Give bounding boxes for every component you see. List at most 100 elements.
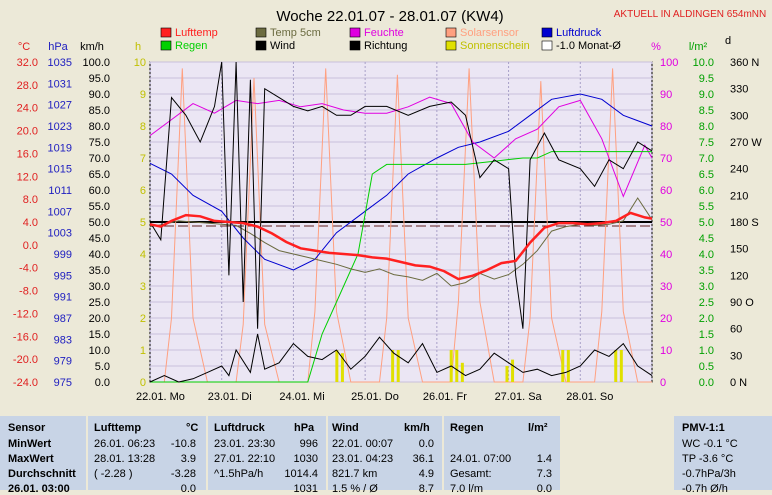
axis-tick-label-direction: 90 O (730, 297, 754, 309)
direction-axis-unit: d (725, 35, 731, 47)
divider (672, 416, 674, 490)
cell-value: 0.0 (180, 483, 196, 495)
axis-tick-label-rain: 5.5 (699, 201, 714, 213)
axis-tick-label-sun: 8 (140, 121, 146, 133)
legend-label: Luftdruck (556, 27, 602, 39)
cell-value: 3.9 (180, 453, 196, 465)
axis-tick-label-temp: 16.0 (17, 148, 38, 160)
series-line-wind (149, 333, 653, 383)
chart-title: Woche 22.01.07 - 28.01.07 (KW4) (276, 8, 503, 25)
axis-tick-label-temp: 8.0 (23, 194, 38, 206)
x-tick-label: 25.01. Do (351, 391, 399, 403)
axis-tick-label-temp: 24.0 (17, 103, 38, 115)
axis-tick-label-humidity: 100 (660, 57, 678, 69)
series-line-temp-5cm (149, 197, 653, 287)
cell-value: 36.1 (412, 453, 434, 465)
axis-tick-label-pressure: 1011 (48, 185, 72, 197)
axis-tick-label-rain: 2.0 (699, 313, 714, 325)
series-line-regen (150, 151, 652, 383)
status-label: AKTUELL IN ALDINGEN 654mNN (614, 9, 766, 20)
axis-tick-label-direction: 30 (730, 350, 742, 362)
axis-tick-label-humidity: 90 (660, 89, 672, 101)
col-header: PMV-1:1 (682, 422, 725, 434)
axis-tick-label-sun: 5 (140, 217, 146, 229)
axis-tick-label-temp: 12.0 (17, 171, 38, 183)
col-luftdruck: Luftdruck hPa 23.01. 23:30 996 27.01. 22… (208, 416, 324, 495)
axis-tick-label-sun: 0 (140, 377, 146, 389)
series-line-richtung (149, 61, 653, 329)
col-unit: °C (186, 422, 199, 434)
axis-tick-label-pressure: 999 (54, 249, 72, 261)
cell-time: 28.01. 13:28 (94, 453, 156, 465)
row-label: Durchschnitt (8, 468, 76, 480)
sun-bar (614, 350, 618, 382)
x-tick-label: 23.01. Di (208, 391, 252, 403)
legend-label: Temp 5cm (270, 27, 321, 39)
cell-value: -3.28 (170, 468, 196, 480)
axis-tick-label-temp: -12.0 (13, 308, 38, 320)
legend-label: Sonnenschein (460, 40, 530, 52)
cell-time: 1.5 % / Ø (332, 483, 378, 495)
axis-tick-label-sun: 7 (140, 153, 146, 165)
axis-tick-label-rain: 8.5 (699, 105, 714, 117)
axis-tick-label-pressure: 1007 (48, 206, 72, 218)
legend-swatch (541, 27, 553, 38)
axis-tick-label-sun: 10 (134, 57, 146, 69)
axis-tick-label-temp: 28.0 (17, 80, 38, 92)
axis-tick-label-rain: 8.0 (699, 121, 714, 133)
series-line-lufttemp (149, 211, 653, 281)
axis-tick-label-wind: 85.0 (89, 105, 110, 117)
series-layer (149, 61, 653, 383)
cell-value: 4.9 (418, 468, 434, 480)
axis-tick-label-sun: 6 (140, 185, 146, 197)
axis-tick-label-pressure: 987 (54, 313, 72, 325)
cell-time: Gesamt: (450, 468, 492, 480)
axis-tick-label-rain: 7.0 (699, 153, 714, 165)
axis-tick-label-rain: 1.0 (699, 345, 714, 357)
axis-tick-label-wind: 0.0 (95, 377, 110, 389)
axis-tick-label-pressure: 1019 (48, 142, 72, 154)
legend-label: Lufttemp (175, 27, 218, 39)
axis-tick-label-pressure: 1023 (48, 121, 72, 133)
cell-value: 8.7 (418, 483, 434, 495)
divider (326, 416, 328, 490)
sun-axis-unit: h (135, 41, 141, 53)
col-blank (562, 416, 672, 490)
col-unit: l/m² (528, 422, 548, 434)
legend-swatch (255, 40, 267, 51)
col-unit: km/h (404, 422, 430, 434)
axis-tick-label-pressure: 1003 (48, 228, 72, 240)
axis-tick-label-temp: -24.0 (13, 377, 38, 389)
cell-value: 7.3 (536, 468, 552, 480)
axis-tick-label-wind: 30.0 (89, 281, 110, 293)
axis-tick-label-wind: 65.0 (89, 169, 110, 181)
axis-tick-label-wind: 75.0 (89, 137, 110, 149)
legend-label: Regen (175, 40, 207, 52)
sun-bar (566, 350, 570, 382)
axis-tick-label-pressure: 1035 (48, 57, 72, 69)
legend-swatch (160, 40, 172, 51)
wind-axis-unit: km/h (80, 41, 104, 53)
axis-tick-label-direction: 150 (730, 244, 748, 256)
axis-tick-label-humidity: 60 (660, 185, 672, 197)
row-label: 26.01. 03:00 (8, 483, 70, 495)
axis-tick-label-pressure: 983 (54, 334, 72, 346)
cell-value: 1.4 (536, 453, 552, 465)
axis-tick-label-pressure: 991 (54, 292, 72, 304)
axis-tick-label-wind: 55.0 (89, 201, 110, 213)
pressure-axis-unit: hPa (48, 41, 68, 53)
axis-tick-label-direction: 330 (730, 84, 748, 96)
divider (206, 416, 208, 490)
axis-tick-label-direction: 270 W (730, 137, 762, 149)
col-pmv: PMV-1:1 WC -0.1 °C TP -3.6 °C -0.7hPa/3h… (674, 416, 772, 495)
axis-tick-label-rain: 4.5 (699, 233, 714, 245)
rain-axis-unit: l/m² (689, 41, 708, 53)
x-tick-label: 24.01. Mi (279, 391, 324, 403)
axis-tick-label-temp: -20.0 (13, 354, 38, 366)
legend-swatch (541, 40, 553, 51)
axis-tick-label-rain: 7.5 (699, 137, 714, 149)
cell-time: ^1.5hPa/h (214, 468, 264, 480)
legend-swatch (445, 27, 457, 38)
series-line-feuchte (149, 96, 653, 198)
axis-tick-label-rain: 5.0 (699, 217, 714, 229)
